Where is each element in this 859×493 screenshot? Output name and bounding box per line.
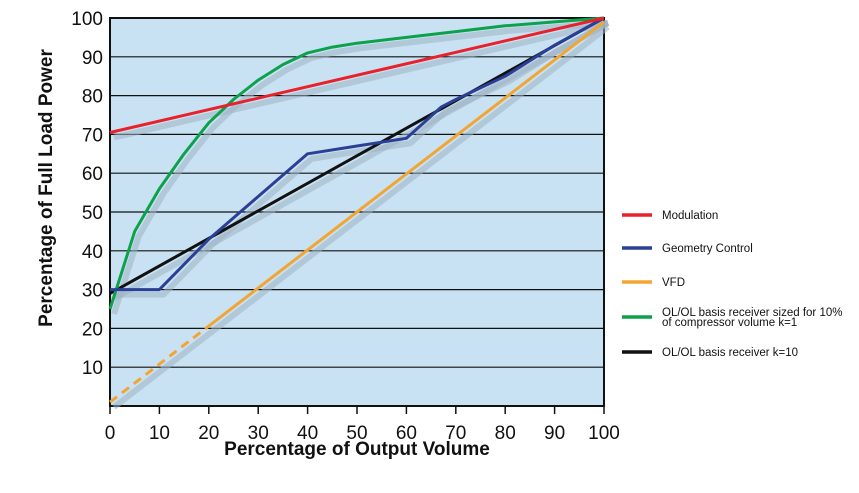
x-tick-label: 10 [149, 423, 170, 444]
legend-label: OL/OL basis receiver k=10 [662, 347, 798, 359]
x-tick-label: 0 [105, 423, 116, 444]
y-tick-label: 20 [82, 319, 103, 340]
y-tick-label: 90 [82, 48, 103, 69]
x-axis-title: Percentage of Output Volume [224, 439, 490, 460]
series-line [207, 20, 605, 328]
y-tick-label: 50 [82, 203, 103, 224]
y-tick-label: 30 [82, 281, 103, 302]
y-axis-title: Percentage of Full Load Power [36, 49, 57, 327]
series-shadow [112, 24, 610, 410]
series-shadow [114, 20, 610, 298]
legend-label: Geometry Control [662, 243, 753, 255]
series-layer [108, 16, 610, 410]
x-tick-label: 30 [248, 423, 269, 444]
x-tick-label: 50 [346, 423, 367, 444]
series-shadow [113, 20, 609, 141]
y-tick-label: 10 [82, 358, 103, 379]
x-tick-label: 40 [297, 423, 318, 444]
x-tick-label: 100 [588, 423, 620, 444]
legend: Modulation Geometry Control VFD OL/OL basis… [622, 210, 842, 359]
y-tick-label: 80 [82, 87, 103, 108]
x-tick-label: 60 [396, 423, 417, 444]
legend-label: VFD [662, 277, 685, 289]
legend-label: of compressor volume k=1 [662, 317, 797, 329]
y-tick-label: 40 [82, 242, 103, 263]
y-tick-label: 100 [71, 9, 103, 30]
tick-labels: 0 10 20 30 40 50 60 70 80 90 100 10 20 30 40 50 60 70 80 90… [71, 9, 620, 444]
x-tick-label: 80 [495, 423, 516, 444]
legend-label: OL/OL basis receiver sized for 10% [662, 307, 842, 319]
series-line-dashed [109, 324, 210, 404]
y-tick-label: 60 [82, 164, 103, 185]
y-tick-label: 70 [82, 125, 103, 146]
series-shadow [111, 20, 609, 315]
x-tick-label: 70 [445, 423, 466, 444]
series-line [109, 16, 605, 295]
series-line [110, 16, 605, 292]
series-line [109, 16, 605, 134]
legend-label: Modulation [662, 210, 718, 222]
x-tick-label: 90 [544, 423, 565, 444]
series-line [108, 16, 605, 310]
x-tick-label: 20 [198, 423, 219, 444]
axes [109, 17, 605, 414]
